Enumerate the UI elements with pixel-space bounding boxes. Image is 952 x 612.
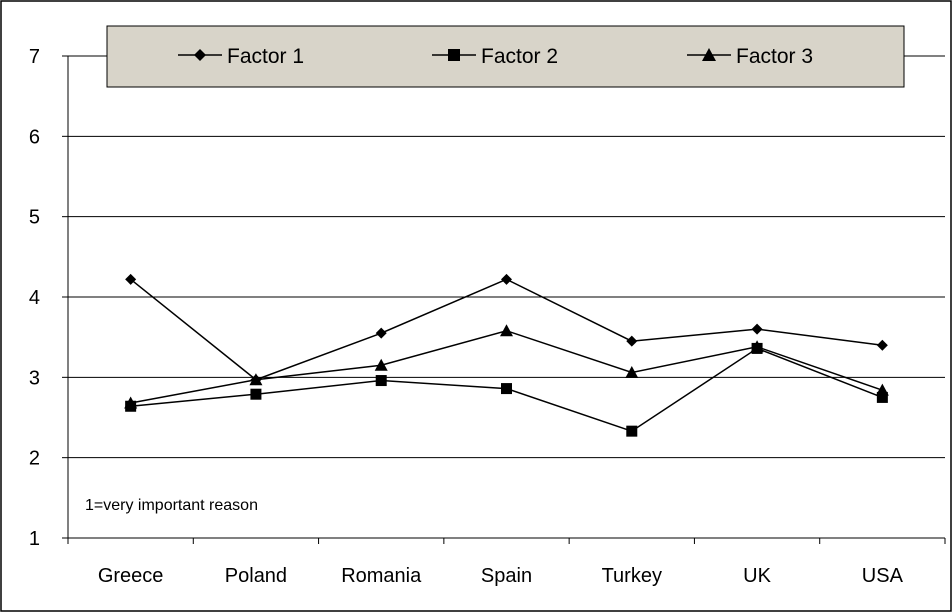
legend: Factor 1 Factor 2 Factor 3: [106, 25, 905, 88]
y-tick-label: 5: [29, 207, 40, 229]
x-tick-label: UK: [743, 565, 771, 587]
x-tick-label: Poland: [225, 565, 287, 587]
y-tick-label: 1: [29, 528, 40, 550]
diamond-marker: [626, 335, 638, 347]
legend-label: Factor 2: [481, 45, 558, 68]
triangle-marker: [702, 48, 716, 61]
square-marker: [250, 388, 262, 400]
triangle-marker: [374, 358, 388, 371]
diamond-marker: [194, 49, 206, 61]
square-marker: [501, 383, 512, 395]
diamond-marker: [501, 273, 512, 285]
square-marker: [375, 375, 387, 387]
legend-items: Factor 1 Factor 2 Factor 3: [178, 45, 813, 68]
y-tick-label: 2: [29, 448, 40, 470]
square-marker: [448, 49, 460, 61]
x-tick-label: Romania: [341, 565, 422, 587]
diamond-marker: [876, 339, 888, 351]
legend-box: [106, 25, 905, 88]
triangle-marker: [500, 324, 513, 337]
chart-annotation: 1=very important reason: [85, 497, 258, 514]
series-lines: [124, 273, 889, 437]
y-tick-label: 6: [29, 126, 40, 148]
diamond-marker: [125, 273, 137, 285]
x-tick-label: USA: [862, 565, 904, 587]
x-tick-label: Spain: [481, 565, 532, 587]
triangle-marker: [124, 396, 138, 409]
y-tick-label: 3: [29, 367, 40, 389]
diamond-marker: [375, 327, 387, 339]
triangle-marker: [249, 373, 263, 386]
x-tick-label: Turkey: [602, 565, 662, 587]
axes: 1 2 3 4 5 6 7 Greece Poland Romania Spain Turkey UK U…: [29, 46, 946, 587]
triangle-marker: [750, 340, 764, 353]
triangle-marker: [625, 366, 639, 379]
square-marker: [876, 391, 888, 403]
legend-label: Factor 3: [736, 45, 813, 68]
diamond-marker: [751, 323, 763, 335]
x-tick-label: Greece: [98, 565, 164, 587]
legend-label: Factor 1: [227, 45, 304, 68]
triangle-marker: [875, 383, 889, 396]
square-marker: [626, 425, 638, 437]
y-tick-label: 7: [29, 46, 40, 68]
y-tick-label: 4: [29, 287, 40, 309]
